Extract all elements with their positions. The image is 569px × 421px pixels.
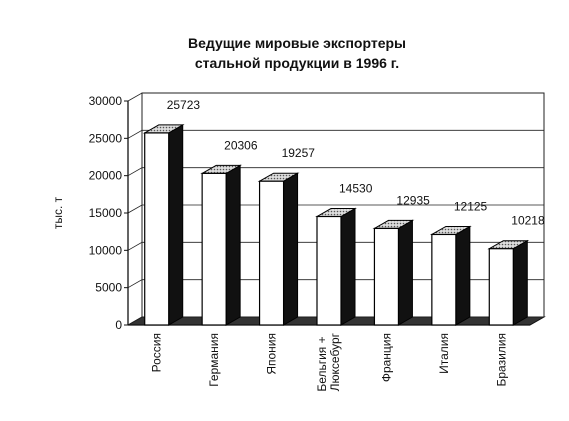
y-tick-label: 20000 (89, 169, 123, 183)
value-label: 14530 (339, 182, 373, 196)
y-tick-label: 15000 (89, 206, 123, 220)
bar (257, 172, 300, 326)
y-tick-label: 25000 (89, 131, 123, 145)
bar-side (225, 164, 241, 326)
y-tick-label: 0 (115, 318, 122, 332)
bar-front (373, 227, 400, 326)
bar-front (144, 132, 170, 326)
x-tick-label: Япония (265, 333, 279, 375)
bar (315, 207, 357, 326)
chart-title: Ведущие мировые экспортеры (188, 35, 406, 51)
y-tick-label: 30000 (89, 94, 123, 108)
x-tick-label: Бельгия + Люксебург (315, 332, 342, 391)
bar-side (283, 172, 299, 326)
bar-side (455, 225, 471, 326)
bar-front (258, 180, 285, 326)
value-label: 25723 (167, 98, 201, 112)
bar (372, 219, 415, 326)
bar-side (340, 207, 356, 326)
bar-front (431, 233, 457, 326)
grid-line (127, 92, 544, 102)
x-tick-label: Франция (379, 333, 393, 382)
bar (142, 124, 185, 326)
value-label: 19257 (282, 146, 316, 160)
y-tick-label: 5000 (95, 281, 122, 295)
grid-line (127, 204, 544, 214)
grid-line (127, 129, 544, 139)
value-label: 12125 (454, 199, 488, 213)
bar-side (512, 239, 528, 326)
bar (200, 164, 243, 326)
x-tick-label: Италия (437, 333, 451, 374)
x-tick-label: Россия (150, 333, 164, 372)
bar-front (316, 215, 342, 326)
bar-front (488, 248, 514, 326)
y-tick-label: 10000 (89, 243, 123, 257)
x-tick-label: Бразилия (494, 333, 508, 387)
bar-side (397, 219, 413, 326)
bar-side (168, 124, 184, 326)
chart-title: стальной продукции в 1996 г. (195, 55, 399, 71)
bar-front (201, 172, 227, 326)
grid-line (127, 167, 544, 177)
bar (429, 225, 472, 326)
value-label: 20306 (224, 138, 258, 152)
value-label: 12935 (396, 193, 430, 207)
y-axis-label: тыс. т (51, 196, 65, 229)
x-tick-label: Германия (207, 333, 221, 387)
bar (487, 239, 530, 326)
value-label: 10218 (511, 214, 545, 228)
